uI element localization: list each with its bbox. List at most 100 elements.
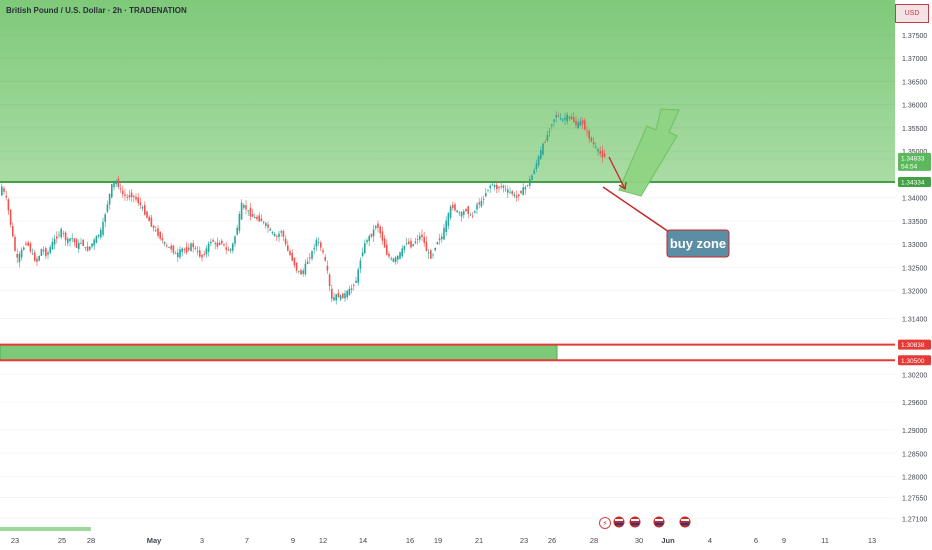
candle-body bbox=[148, 216, 150, 222]
candle-body bbox=[34, 252, 36, 261]
price-badge-support bbox=[898, 177, 931, 188]
candle-body bbox=[181, 248, 183, 253]
candle-body bbox=[535, 163, 538, 170]
candle-body bbox=[342, 293, 344, 299]
candle-body bbox=[397, 255, 399, 260]
candle-body bbox=[170, 245, 172, 250]
candle-body bbox=[315, 239, 318, 247]
candle-body bbox=[218, 242, 221, 245]
candle-body bbox=[51, 241, 54, 250]
candle-body bbox=[75, 239, 78, 248]
candle-body bbox=[185, 247, 188, 253]
time-tick-label: May bbox=[147, 536, 162, 545]
candle-body bbox=[364, 243, 366, 254]
candle-body bbox=[199, 250, 201, 257]
price-tick-label: 1.35000 bbox=[902, 149, 927, 156]
candle-body bbox=[18, 253, 21, 263]
candle-body bbox=[62, 232, 65, 234]
candle-body bbox=[36, 258, 38, 262]
price-tick-label: 1.27100 bbox=[902, 516, 927, 523]
candle-body bbox=[282, 230, 285, 237]
candle-body bbox=[7, 199, 10, 211]
time-axis[interactable]: 23 25 28 May 3 7 9 12 14 16 19 21 23 26 28 30 Jun 4 6 9 11 13 bbox=[11, 536, 876, 545]
candle-body bbox=[392, 258, 395, 262]
buy-zone-label-box[interactable] bbox=[666, 229, 730, 258]
candle-body bbox=[590, 137, 593, 142]
price-badge-text: 1.30500 bbox=[901, 358, 925, 365]
price-tick-label: 1.34000 bbox=[902, 196, 927, 203]
candle-body bbox=[155, 230, 157, 232]
candle-body bbox=[196, 251, 199, 252]
us-flag-event-icon[interactable] bbox=[653, 516, 665, 528]
candle-body bbox=[69, 238, 71, 242]
candle-body bbox=[251, 213, 254, 217]
candle-body bbox=[280, 231, 282, 233]
candle-body bbox=[430, 250, 432, 259]
candle-body bbox=[405, 243, 408, 244]
candle-body bbox=[399, 252, 401, 259]
us-flag-event-icon[interactable] bbox=[629, 516, 641, 528]
candle-body bbox=[1, 186, 3, 196]
candle-body bbox=[271, 231, 274, 234]
bearish-projection-arrow[interactable] bbox=[608, 156, 626, 190]
economic-events[interactable]: ⚡ bbox=[599, 516, 691, 529]
candle-body bbox=[20, 249, 23, 258]
candle-body bbox=[240, 202, 243, 220]
bullish-projection-arrow[interactable] bbox=[618, 108, 680, 197]
candle-body bbox=[25, 243, 27, 245]
candle-body bbox=[177, 252, 179, 258]
candle-body bbox=[346, 290, 348, 298]
time-tick-label: 28 bbox=[590, 536, 598, 545]
candle-body bbox=[584, 120, 586, 130]
candle-body bbox=[298, 270, 300, 272]
price-tick-label: 1.31400 bbox=[902, 316, 927, 323]
price-axis[interactable]: 1.37500 1.37000 1.36500 1.36000 1.35500 1.350… bbox=[895, 0, 932, 550]
currency-badge[interactable]: USD bbox=[895, 4, 929, 23]
candle-body bbox=[60, 228, 62, 238]
candle-body bbox=[570, 116, 573, 120]
candle-body bbox=[548, 130, 551, 132]
candle-body bbox=[157, 228, 159, 236]
us-flag-event-icon[interactable] bbox=[679, 516, 691, 528]
candle-body bbox=[295, 262, 298, 271]
time-tick-label: 16 bbox=[406, 536, 414, 545]
price-tick-label: 1.32500 bbox=[902, 265, 927, 272]
candle-body bbox=[579, 121, 582, 126]
price-badge-countdown: 54:54 bbox=[901, 163, 918, 170]
us-flag-event-icon[interactable] bbox=[613, 516, 625, 528]
candle-body bbox=[540, 150, 542, 159]
candle-body bbox=[454, 204, 456, 211]
candle-body bbox=[522, 187, 524, 196]
price-tick-label: 1.30200 bbox=[902, 372, 927, 379]
candle-body bbox=[304, 263, 307, 275]
candle-body bbox=[269, 228, 271, 231]
time-tick-label: 6 bbox=[754, 536, 758, 545]
candle-body bbox=[537, 156, 540, 166]
candle-body bbox=[575, 120, 577, 126]
time-tick-label: 7 bbox=[245, 536, 249, 545]
candle-body bbox=[113, 183, 115, 188]
candle-body bbox=[368, 236, 370, 241]
time-tick-label: 23 bbox=[11, 536, 19, 545]
candle-body bbox=[29, 243, 32, 252]
price-badge-text: 1.34833 bbox=[901, 155, 925, 162]
demand-zone-rectangle[interactable] bbox=[0, 344, 558, 361]
price-badge-resistance bbox=[898, 339, 931, 350]
candle-body bbox=[84, 247, 87, 249]
candle-body bbox=[276, 235, 278, 237]
time-tick-label: 28 bbox=[87, 536, 95, 545]
candle-body bbox=[564, 117, 566, 120]
candle-body bbox=[412, 244, 414, 246]
candle-body bbox=[372, 229, 375, 237]
candle-body bbox=[447, 213, 450, 226]
lightning-event-icon[interactable] bbox=[599, 517, 611, 529]
candle-body bbox=[115, 181, 117, 185]
candle-body bbox=[438, 238, 441, 241]
candle-body bbox=[232, 243, 234, 251]
candle-body bbox=[324, 256, 326, 261]
candle-body bbox=[130, 192, 133, 198]
candle-body bbox=[192, 243, 194, 248]
candle-body bbox=[229, 249, 232, 251]
